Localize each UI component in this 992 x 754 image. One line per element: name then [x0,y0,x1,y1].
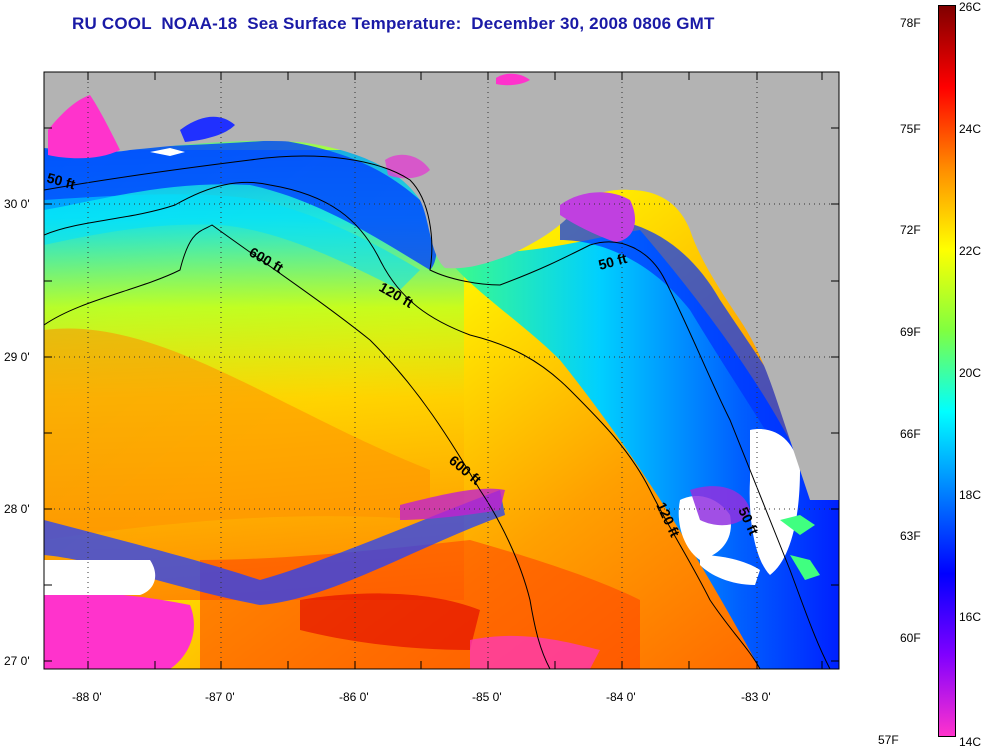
contour-label-50ft-east: 50 ft [597,250,629,273]
colorbar-label-24c: 24C [959,122,982,136]
colorbar-label-75f: 75F [900,122,921,136]
colorbar-label-57f: 57F [878,733,899,747]
lat-label-29: 29 0' [4,350,30,364]
lat-label-30: 30 0' [4,197,30,211]
contour-label-50ft-west: 50 ft [45,169,77,192]
colorbar-label-20c: 20C [959,366,982,380]
colorbar-label-18c: 18C [959,488,982,502]
colorbar-label-26c: 26C [959,0,982,14]
bathymetry-contours [44,155,831,669]
lat-label-27: 27 0' [4,654,30,668]
colorbar-label-60f: 60F [900,631,921,645]
lon-label-88: -88 0' [72,690,102,704]
plot-frame [43,71,840,670]
colorbar-label-22c: 22C [959,244,982,258]
temperature-colorbar [938,5,956,737]
colorbar-label-63f: 63F [900,529,921,543]
lon-label-86: -86 0' [339,690,369,704]
colorbar-label-78f: 78F [900,16,921,30]
map-title: RU COOL NOAA-18 Sea Surface Temperature:… [72,14,715,33]
lon-label-87: -87 0' [205,690,235,704]
colorbar-label-66f: 66F [900,427,921,441]
lat-label-28: 28 0' [4,502,30,516]
lon-label-83: -83 0' [741,690,771,704]
colorbar-label-16c: 16C [959,610,982,624]
lon-label-85: -85 0' [472,690,502,704]
lon-label-84: -84 0' [606,690,636,704]
colorbar-label-72f: 72F [900,223,921,237]
colorbar-label-69f: 69F [900,325,921,339]
colorbar-label-14c: 14C [959,735,982,749]
sst-field [44,72,839,669]
